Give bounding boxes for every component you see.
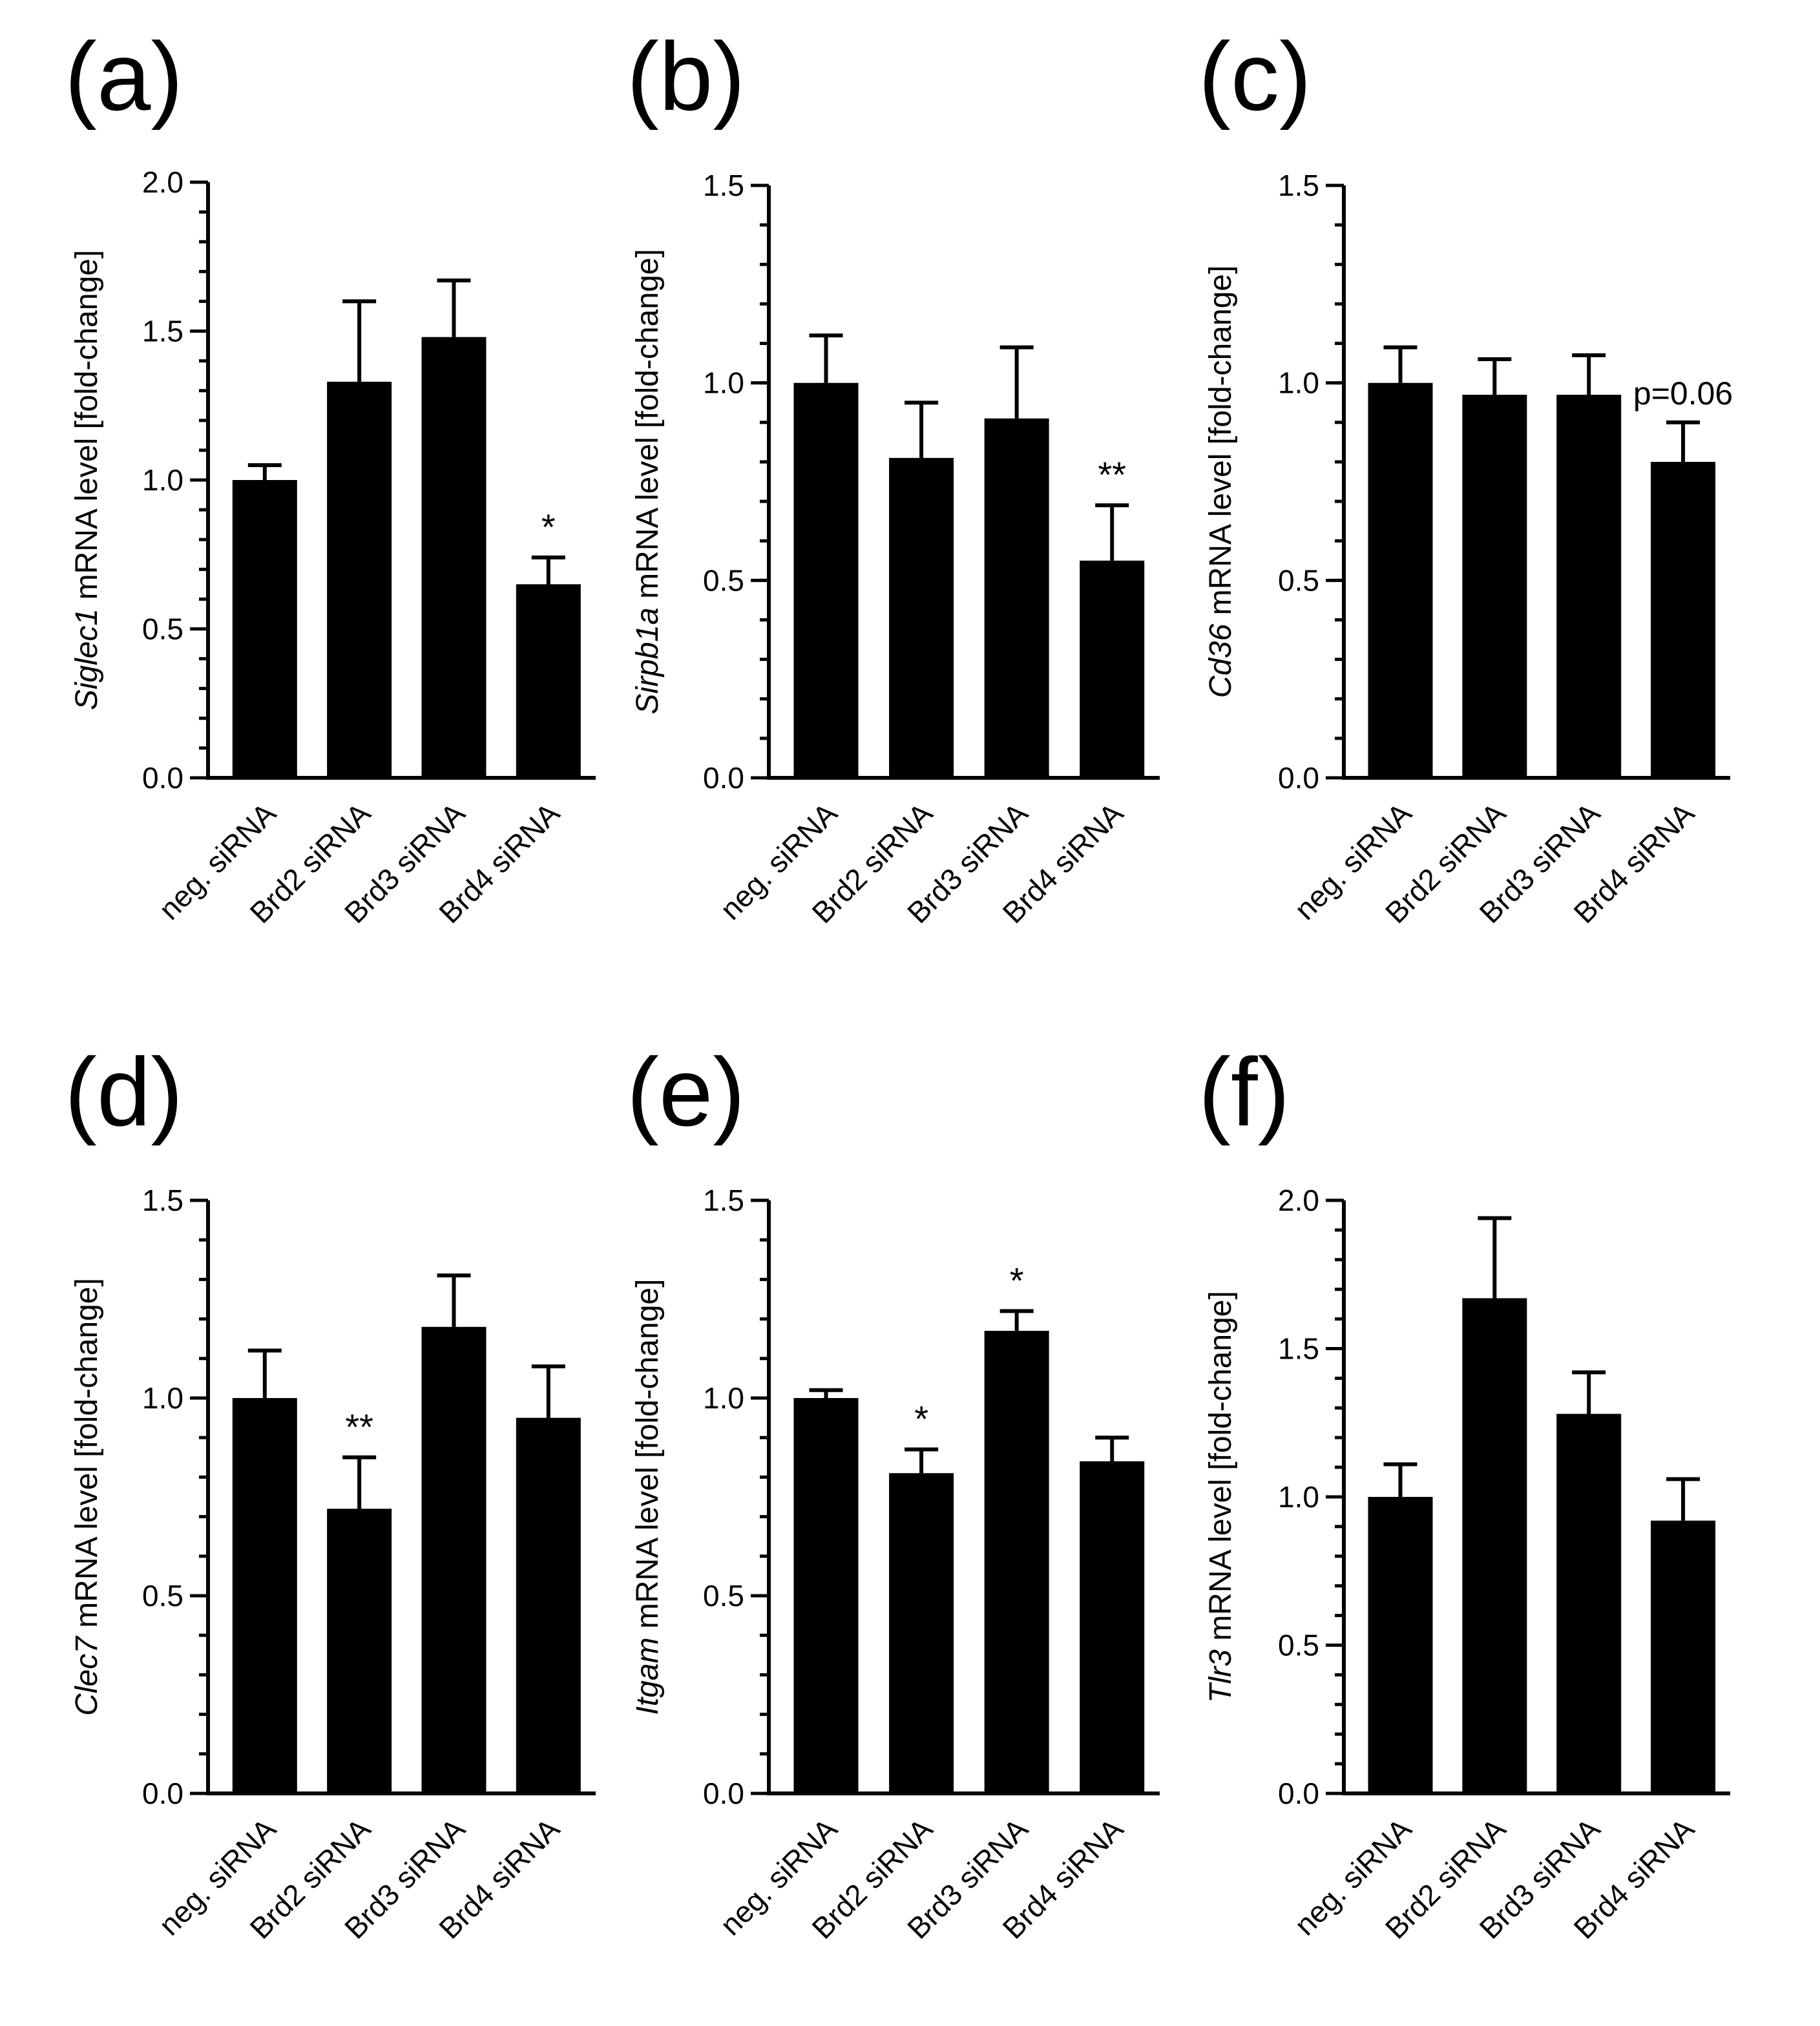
y-tick-label: 0.5 (142, 612, 183, 646)
bar (1462, 1298, 1527, 1793)
y-axis-label-unit: mRNA level [fold-change] (70, 1278, 104, 1636)
bar (516, 584, 581, 778)
y-axis-label-gene: Cd36 (1204, 623, 1238, 698)
y-tick-label: 0.5 (142, 1579, 183, 1613)
significance-label: * (914, 1399, 928, 1439)
significance-label: * (541, 506, 556, 547)
bar (793, 382, 859, 778)
bar (1368, 382, 1433, 778)
y-tick-label: 0.0 (703, 761, 744, 795)
y-tick-label: 0.5 (703, 563, 744, 597)
y-tick-label: 1.0 (703, 1381, 744, 1415)
significance-label: ** (1098, 454, 1126, 495)
y-axis-label-gene: Sirpb1a (631, 607, 665, 714)
y-tick-label: 0.0 (1278, 1777, 1319, 1810)
bar (1368, 1497, 1433, 1793)
bar (1556, 1414, 1622, 1793)
chart-panel: (b) Sirpb1a mRNA level [fold-change] 0.0 0.… (627, 22, 1160, 930)
bar (232, 480, 297, 778)
bar (327, 1509, 392, 1793)
bar (984, 1330, 1049, 1793)
panel-letter: (c) (1198, 22, 1312, 131)
y-axis-label: Cd36 mRNA level [fold-change] (1204, 266, 1238, 698)
y-tick-label: 1.5 (703, 1184, 744, 1217)
y-tick-label: 1.0 (142, 1381, 183, 1415)
significance-label: p=0.06 (1633, 375, 1733, 412)
bar (421, 1326, 486, 1793)
bar (1556, 395, 1622, 778)
y-axis-label: Siglec1 mRNA level [fold-change] (70, 250, 104, 710)
panel-letter: (d) (65, 1038, 183, 1146)
bar (1080, 1461, 1145, 1793)
y-tick-label: 2.0 (142, 165, 183, 199)
y-tick-label: 0.0 (142, 761, 183, 795)
y-axis-label-gene: Tlr3 (1204, 1649, 1238, 1703)
y-axis-label: Itgam mRNA level [fold-change] (631, 1279, 665, 1715)
panel-letter: (e) (627, 1038, 745, 1146)
y-tick-label: 0.5 (1278, 1629, 1319, 1662)
bar (1080, 560, 1145, 778)
bar (889, 1473, 954, 1793)
y-axis-label-gene: Itgam (631, 1637, 665, 1715)
bar (889, 457, 954, 778)
y-tick-label: 2.0 (1278, 1184, 1319, 1217)
bar (984, 418, 1049, 778)
y-tick-label: 0.5 (703, 1579, 744, 1613)
significance-label: ** (345, 1406, 373, 1447)
y-axis-label-gene: Clec7 (70, 1635, 104, 1716)
chart-panel: (f) Tlr3 mRNA level [fold-change] 0.0 0.5 1.… (1198, 1038, 1730, 1945)
y-tick-label: 0.0 (142, 1777, 183, 1810)
y-tick-label: 1.5 (142, 315, 183, 348)
bar (327, 381, 392, 778)
y-axis-label: Clec7 mRNA level [fold-change] (70, 1278, 104, 1716)
y-tick-label: 0.5 (1278, 563, 1319, 597)
y-axis-label: Sirpb1a mRNA level [fold-change] (631, 249, 665, 714)
bar (1651, 1520, 1716, 1793)
bar (232, 1398, 297, 1793)
y-tick-label: 0.0 (1278, 761, 1319, 795)
panel-letter: (b) (627, 22, 745, 131)
chart-panel: (d) Clec7 mRNA level [fold-change] 0.0 0.5 1… (65, 1038, 596, 1945)
bar (793, 1398, 859, 1793)
y-axis-label-unit: mRNA level [fold-change] (1204, 266, 1238, 624)
significance-label: * (1010, 1260, 1024, 1300)
bar (516, 1417, 581, 1793)
y-tick-label: 1.5 (1278, 169, 1319, 202)
chart-panel: (a) Siglec1 mRNA level [fold-change] 0.0 0.… (65, 22, 596, 930)
panel-letter: (f) (1198, 1038, 1290, 1146)
y-axis-label-unit: mRNA level [fold-change] (631, 249, 665, 607)
y-tick-label: 1.5 (1278, 1332, 1319, 1366)
bar (1462, 395, 1527, 778)
chart-panel: (c) Cd36 mRNA level [fold-change] 0.0 0.5 1.… (1198, 22, 1733, 930)
y-axis-label: Tlr3 mRNA level [fold-change] (1204, 1291, 1238, 1703)
bar (421, 337, 486, 778)
chart-panel: (e) Itgam mRNA level [fold-change] 0.0 0.5 1… (627, 1038, 1160, 1945)
y-axis-label-unit: mRNA level [fold-change] (1204, 1291, 1238, 1649)
y-axis-label-unit: mRNA level [fold-change] (631, 1279, 665, 1638)
y-tick-label: 1.5 (703, 169, 744, 202)
y-tick-label: 1.5 (142, 1184, 183, 1217)
bar (1651, 461, 1716, 778)
y-tick-label: 1.0 (1278, 366, 1319, 400)
y-tick-label: 1.0 (703, 366, 744, 400)
y-tick-label: 1.0 (142, 463, 183, 497)
y-tick-label: 1.0 (1278, 1480, 1319, 1514)
y-axis-label-gene: Siglec1 (70, 609, 104, 710)
panel-letter: (a) (65, 22, 183, 131)
y-axis-label-unit: mRNA level [fold-change] (70, 250, 104, 609)
y-tick-label: 0.0 (703, 1777, 744, 1810)
